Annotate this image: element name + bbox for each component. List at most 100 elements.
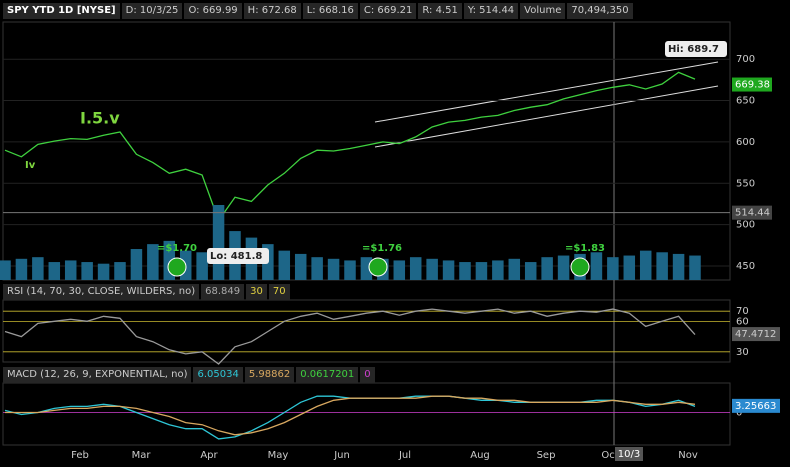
symbol: SPY YTD 1D [NYSE] xyxy=(3,3,120,19)
macd-header: MACD (12, 26, 9, EXPONENTIAL, no) 6.0503… xyxy=(3,367,375,383)
volume-bar xyxy=(0,260,11,280)
readout: 6.05034 xyxy=(193,367,243,383)
value-label: 47.4712 xyxy=(735,329,776,340)
readout: 70,494,350 xyxy=(567,3,633,19)
volume-bar xyxy=(442,260,455,280)
readout: 30 xyxy=(246,284,267,300)
value-label: 3.25663 xyxy=(735,401,776,412)
readout: 5.98862 xyxy=(244,367,295,383)
y-tick-label: 500 xyxy=(736,220,755,231)
x-tick-label: Apr xyxy=(200,450,218,461)
y-tick-label: 30 xyxy=(736,347,749,358)
cursor-date: 10/3 xyxy=(618,449,640,460)
readout: 68.849 xyxy=(201,284,245,300)
volume-bar xyxy=(97,263,110,280)
annotation: Hi: 689.7 xyxy=(668,44,719,55)
price-box xyxy=(732,205,772,220)
y-tick-label: 0 xyxy=(736,407,742,418)
study-title: MACD (12, 26, 9, EXPONENTIAL, no) xyxy=(3,367,192,383)
volume-bar xyxy=(311,257,323,280)
volume-bar xyxy=(393,260,406,280)
volume-bar xyxy=(541,257,553,280)
volume-bar xyxy=(672,253,685,280)
value-box xyxy=(732,398,780,413)
y-tick-label: 70 xyxy=(736,306,749,317)
volume-bar xyxy=(15,258,28,280)
readout: C: 669.21 xyxy=(359,3,417,19)
x-tick-label: Aug xyxy=(470,450,490,461)
rsi-panel xyxy=(2,299,731,363)
series-line xyxy=(4,308,696,365)
channel-lower xyxy=(374,85,719,148)
readout: L: 668.16 xyxy=(302,3,358,19)
volume-bar xyxy=(409,257,422,280)
readout: R: 4.51 xyxy=(418,3,462,19)
readout: Y: 514.44 xyxy=(463,3,519,19)
readout: H: 672.68 xyxy=(243,3,301,19)
readout: 0 xyxy=(360,367,375,383)
x-tick-label: Mar xyxy=(132,450,152,461)
series-line xyxy=(5,395,696,436)
x-tick-label: Jul xyxy=(398,450,411,461)
volume-bar xyxy=(212,205,225,280)
volume-bar xyxy=(656,252,668,280)
volume-bar xyxy=(590,252,603,280)
x-tick-label: Jun xyxy=(333,450,350,461)
annotation: =$1.70 xyxy=(157,243,197,254)
y-tick-label: 60 xyxy=(736,316,749,327)
value-box xyxy=(732,327,780,342)
cursor-date-box xyxy=(615,447,643,461)
annotation-box xyxy=(665,41,727,57)
y-tick-label: 600 xyxy=(736,137,755,148)
volume-bar xyxy=(130,249,143,280)
readout: D: 10/3/25 xyxy=(121,3,183,19)
macd-panel xyxy=(2,382,731,446)
volume-bar xyxy=(360,257,373,280)
volume-bar xyxy=(607,257,619,280)
volume-bar xyxy=(64,260,77,280)
readout: 70 xyxy=(268,284,290,300)
volume-bar xyxy=(475,262,488,280)
crosshair-label: 514.44 xyxy=(735,208,770,219)
volume-bar xyxy=(623,255,636,280)
volume-bar xyxy=(278,250,291,280)
volume-bar xyxy=(557,255,570,280)
readout: O: 669.99 xyxy=(184,3,242,19)
annotation: =$1.76 xyxy=(362,243,402,254)
dividend-icon xyxy=(167,257,187,277)
volume-bar xyxy=(327,258,340,280)
volume-bar xyxy=(81,262,93,280)
volume-bar xyxy=(524,262,537,280)
x-tick-label: Nov xyxy=(678,450,698,461)
annotation: =$1.83 xyxy=(565,243,605,254)
series-line xyxy=(4,71,696,222)
annotation: I.5.v xyxy=(80,109,120,128)
y-tick-label: 650 xyxy=(736,96,755,107)
dividend-icon xyxy=(368,257,388,277)
volume-bar xyxy=(147,244,159,280)
volume-bar xyxy=(459,262,471,280)
volume-bar xyxy=(508,258,521,280)
volume-bar xyxy=(492,260,504,280)
annotation: Lo: 481.8 xyxy=(210,251,262,262)
x-tick-label: Sep xyxy=(537,450,556,461)
dividend-icon xyxy=(570,257,590,277)
price-panel xyxy=(2,21,731,281)
volume-bar xyxy=(426,258,438,280)
rsi-header: RSI (14, 70, 30, CLOSE, WILDERS, no) 68.… xyxy=(3,284,290,300)
last-price-label: 669.38 xyxy=(735,80,770,91)
readout: 0.0617201 xyxy=(296,367,359,383)
volume-bar xyxy=(689,255,701,280)
volume-bar xyxy=(32,257,44,280)
annotation-box xyxy=(207,248,269,264)
volume-bar xyxy=(294,253,307,280)
last-price-box xyxy=(732,77,772,92)
x-tick-label: Feb xyxy=(71,450,89,461)
volume-bar xyxy=(48,262,61,280)
y-tick-label: 550 xyxy=(736,178,755,189)
readout: Volume xyxy=(520,3,566,19)
annotation: Iv xyxy=(25,160,36,171)
volume-bar xyxy=(114,262,126,280)
